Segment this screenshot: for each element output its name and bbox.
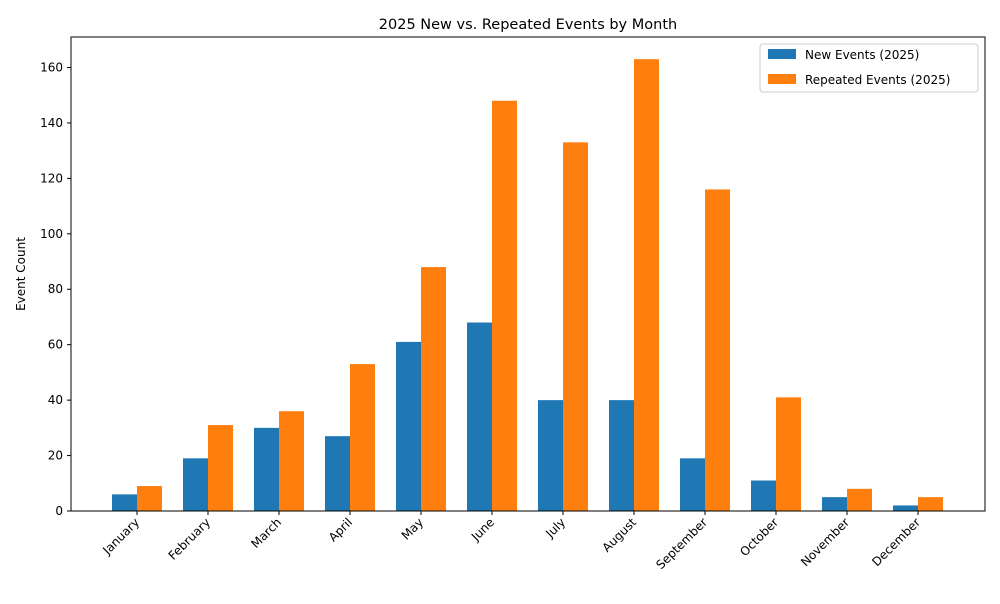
bar-new-october [751, 480, 776, 511]
bar-new-august [609, 400, 634, 511]
legend: New Events (2025) Repeated Events (2025) [759, 43, 979, 93]
bar-repeated-november [847, 488, 872, 511]
x-tick-label-december: December [869, 515, 923, 569]
x-tick-label-september: September [653, 515, 710, 572]
bar-repeated-august [634, 59, 659, 511]
x-tick-label-june: June [468, 515, 497, 544]
y-tick-label: 140 [40, 116, 63, 130]
bar-repeated-october [776, 397, 801, 511]
y-axis: 0 20 40 60 80 100 120 140 160 [40, 60, 71, 518]
x-tick-label-march: March [248, 515, 284, 551]
bar-new-july [538, 400, 563, 511]
y-tick-label: 40 [48, 393, 63, 407]
bar-repeated-july [563, 142, 588, 512]
x-tick-label-february: February [166, 515, 214, 563]
x-tick-label-october: October [737, 515, 781, 559]
bar-new-january [112, 494, 137, 511]
bar-repeated-january [137, 486, 162, 511]
legend-frame [759, 43, 979, 93]
bar-repeated-september [705, 189, 730, 511]
bar-new-march [254, 427, 279, 511]
x-tick-label-april: April [326, 515, 355, 544]
chart-title: 2025 New vs. Repeated Events by Month [379, 17, 677, 33]
bar-new-february [183, 458, 208, 511]
y-tick-label: 80 [48, 282, 63, 296]
x-tick-label-january: January [99, 515, 142, 558]
bar-repeated-june [492, 100, 517, 511]
legend-swatch-new-events [768, 49, 796, 59]
legend-label-new-events: New Events (2025) [805, 48, 919, 62]
y-tick-label: 120 [40, 171, 63, 185]
y-tick-label: 160 [40, 60, 63, 74]
bar-new-december [893, 505, 918, 511]
legend-swatch-repeated-events [768, 74, 796, 84]
x-tick-label-august: August [600, 515, 640, 555]
x-tick-label-may: May [399, 515, 426, 542]
bar-repeated-february [208, 425, 233, 511]
x-tick-label-november: November [798, 515, 852, 569]
bars-group [112, 59, 943, 512]
y-axis-title: Event Count [14, 237, 28, 311]
bar-new-may [396, 341, 421, 511]
bar-new-november [822, 497, 847, 511]
bar-new-april [325, 436, 350, 511]
bar-repeated-december [918, 497, 943, 511]
bar-repeated-april [350, 364, 375, 511]
plot-area-frame [70, 36, 986, 512]
y-tick-label: 20 [48, 449, 63, 463]
y-tick-label: 0 [55, 504, 63, 518]
bar-new-june [467, 322, 492, 511]
y-tick-label: 60 [48, 338, 63, 352]
x-tick-label-july: July [542, 515, 568, 541]
y-tick-label: 100 [40, 227, 63, 241]
legend-label-repeated-events: Repeated Events (2025) [805, 73, 950, 87]
x-axis: January February March April May June July Augu… [99, 511, 923, 572]
bar-repeated-may [421, 267, 446, 511]
bar-new-september [680, 458, 705, 511]
bar-repeated-march [279, 411, 304, 511]
